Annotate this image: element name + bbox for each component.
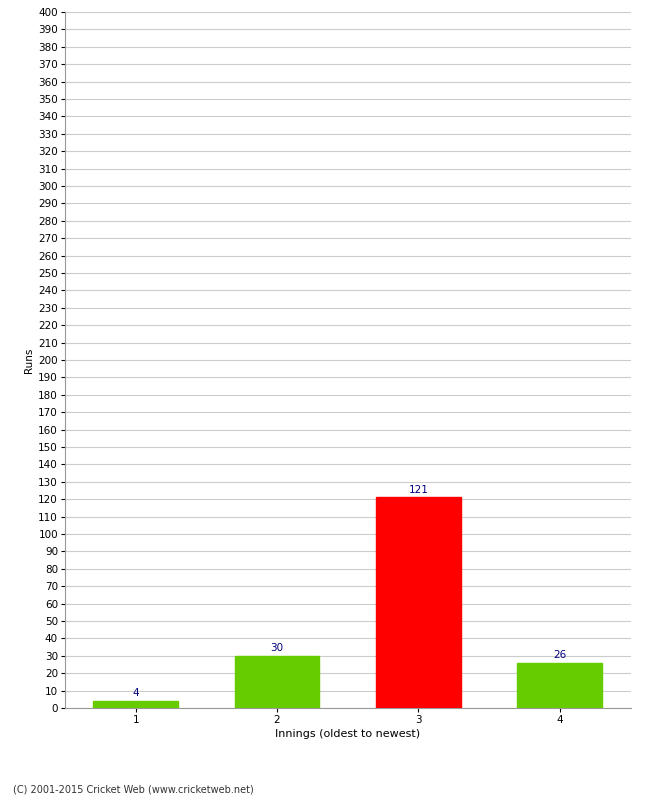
Text: (C) 2001-2015 Cricket Web (www.cricketweb.net): (C) 2001-2015 Cricket Web (www.cricketwe…: [13, 784, 254, 794]
Text: 26: 26: [553, 650, 566, 660]
Y-axis label: Runs: Runs: [24, 347, 34, 373]
Bar: [517, 662, 602, 708]
Bar: [94, 701, 178, 708]
X-axis label: Innings (oldest to newest): Innings (oldest to newest): [275, 729, 421, 739]
Text: 121: 121: [408, 485, 428, 495]
Bar: [376, 498, 461, 708]
Text: 30: 30: [270, 643, 283, 653]
Bar: [235, 656, 319, 708]
Text: 4: 4: [133, 689, 139, 698]
